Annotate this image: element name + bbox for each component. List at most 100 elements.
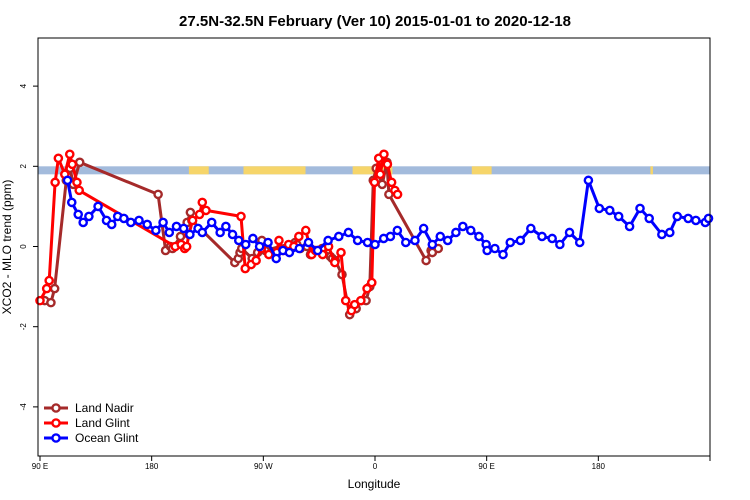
data-point <box>498 249 508 260</box>
data-point <box>555 239 565 250</box>
data-point <box>474 231 484 242</box>
data-point <box>370 239 380 250</box>
data-point <box>435 231 446 242</box>
data-point <box>187 215 198 226</box>
legend-marker <box>51 403 61 413</box>
data-point <box>366 277 377 288</box>
data-point <box>377 179 387 190</box>
data-point <box>221 221 231 232</box>
data-point <box>392 189 403 200</box>
data-point <box>683 213 693 224</box>
data-point <box>594 203 605 214</box>
data-point <box>64 149 75 160</box>
data-point <box>418 223 429 234</box>
y-tick-label: -4 <box>19 403 28 411</box>
data-point <box>194 209 205 220</box>
data-point <box>547 233 557 244</box>
y-tick-label: 0 <box>19 244 28 249</box>
data-point <box>410 235 420 246</box>
x-tick-label: 90 E <box>32 462 48 471</box>
x-tick-label: 180 <box>592 462 606 471</box>
data-point <box>644 213 655 224</box>
data-point <box>691 215 701 226</box>
data-point <box>333 231 344 242</box>
data-point <box>197 197 208 208</box>
data-point <box>158 217 168 228</box>
data-point <box>284 247 295 258</box>
data-point <box>352 235 363 246</box>
data-point <box>84 211 94 222</box>
data-point <box>53 153 64 164</box>
data-point <box>294 231 304 242</box>
data-point <box>67 159 78 170</box>
data-point <box>400 237 411 248</box>
data-point <box>583 175 594 186</box>
data-point <box>73 209 84 220</box>
data-point <box>300 225 311 236</box>
data-point <box>240 239 251 250</box>
data-point <box>375 169 386 180</box>
data-point <box>703 213 714 224</box>
data-point <box>635 203 645 214</box>
x-axis: 90 E 180 90 W 0 90 E 180 <box>32 456 711 471</box>
series-ocean-glint <box>62 175 714 264</box>
legend-item: Ocean Glint <box>44 431 139 445</box>
data-point <box>537 231 547 242</box>
data-point <box>201 205 211 216</box>
data-point <box>323 235 333 246</box>
data-point <box>164 227 175 238</box>
data-point <box>604 205 615 216</box>
data-point <box>35 295 45 306</box>
data-point <box>271 253 282 264</box>
data-point <box>526 223 536 234</box>
data-point <box>613 211 624 222</box>
y-axis-label: XCO2 - MLO trend (ppm) <box>0 180 14 315</box>
data-point <box>515 235 526 246</box>
data-point <box>185 207 196 218</box>
data-point <box>336 247 346 258</box>
data-point <box>263 237 273 248</box>
data-point <box>340 295 351 306</box>
land-band <box>471 166 492 175</box>
x-axis-label: Longitude <box>348 477 401 491</box>
y-tick-label: 4 <box>19 83 28 88</box>
x-tick-label: 0 <box>373 462 378 471</box>
data-point <box>151 225 161 236</box>
data-point <box>294 243 305 254</box>
data-point <box>178 223 189 234</box>
data-point <box>329 257 340 268</box>
land-band <box>243 166 306 175</box>
data-point <box>657 229 667 240</box>
data-point <box>564 227 575 238</box>
data-point <box>66 197 77 208</box>
data-point <box>233 235 244 246</box>
data-point <box>382 159 393 170</box>
data-point <box>490 243 500 254</box>
y-axis: -4 -2 0 2 4 <box>19 83 38 410</box>
series-layer <box>35 149 714 320</box>
data-point <box>672 211 683 222</box>
data-point <box>215 227 225 238</box>
data-point <box>362 283 372 294</box>
data-point <box>574 237 585 248</box>
data-point <box>181 241 192 252</box>
y-tick-label: -2 <box>19 323 28 331</box>
data-point <box>50 177 60 188</box>
data-point <box>385 231 396 242</box>
data-point <box>41 283 52 294</box>
data-point <box>379 149 389 160</box>
data-point <box>175 231 186 242</box>
data-point <box>442 235 453 246</box>
legend-label: Ocean Glint <box>75 431 139 445</box>
data-point <box>254 241 265 252</box>
data-point <box>74 157 85 168</box>
chart-title: 27.5N-32.5N February (Ver 10) 2015-01-01… <box>179 13 571 30</box>
legend-marker <box>51 418 61 428</box>
data-point <box>312 245 323 256</box>
data-point <box>78 217 88 228</box>
data-point <box>236 211 246 222</box>
x-tick-label: 90 W <box>254 462 273 471</box>
data-point <box>44 275 54 286</box>
